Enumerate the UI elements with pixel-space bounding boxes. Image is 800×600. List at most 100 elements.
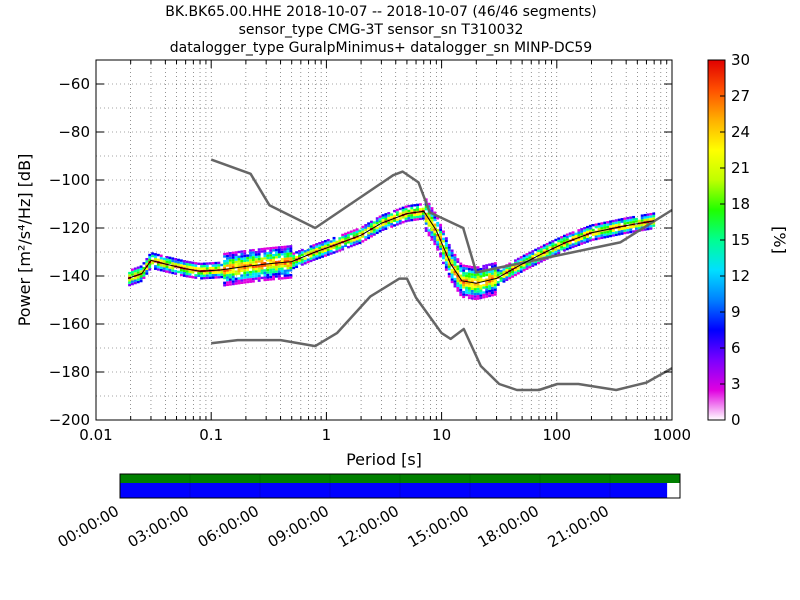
heat-cell [490,262,494,266]
heat-cell [346,245,350,249]
heat-cell [488,285,491,288]
heat-cell [257,250,261,254]
heat-cell [246,276,250,279]
heat-cell [467,270,471,273]
heat-cell [384,227,388,230]
heat-cell [295,251,299,254]
heat-cell [315,243,319,246]
heat-cell [436,221,440,225]
heat-cell [433,242,437,246]
heat-cell [231,266,235,269]
heat-cell [177,261,180,264]
heat-cell [280,250,284,254]
heat-cell [516,269,520,273]
heat-cell [280,253,284,256]
heat-cell [243,276,247,279]
heat-cell [609,232,612,235]
heat-cell [364,226,368,229]
heat-cell [251,258,255,261]
heat-cell [450,268,454,272]
heat-cell [588,227,592,230]
heat-cell [246,271,250,274]
heat-cell [522,266,526,269]
heat-cell [528,266,532,269]
heat-cell [272,246,275,250]
heat-cell [249,280,252,283]
heat-cell [632,225,635,228]
heat-cell [300,253,304,257]
heat-cell [479,267,483,271]
heat-cell [479,272,483,276]
heat-cell [208,271,212,275]
heat-cell [361,240,365,243]
heat-cell [194,262,198,265]
heat-cell [274,246,278,249]
heat-cell [551,249,555,253]
heat-cell [228,259,232,262]
heat-cell [226,281,229,284]
heat-cell [226,252,229,255]
heat-cell [130,282,134,286]
heat-cell [442,240,445,243]
heat-cell [378,220,382,223]
heat-cell [439,223,443,227]
heat-cell [341,236,345,239]
heat-cell [344,235,347,238]
heat-cell [640,214,644,217]
heat-cell [436,243,440,246]
heat-cell [332,239,336,242]
heat-cell [240,264,244,268]
heat-cell [231,251,235,255]
heat-cell [367,236,371,240]
heat-cell [165,270,169,273]
heat-cell [280,277,284,280]
heat-cell [626,231,630,234]
heat-cell [326,243,330,247]
heat-cell [260,271,264,275]
heat-cell [283,272,287,275]
heat-cell [591,224,595,227]
heat-cell [574,242,578,245]
heat-cell [439,242,443,246]
heat-cell [341,233,345,237]
heat-cell [634,225,638,228]
heat-cell [496,269,500,272]
heat-cell [623,231,627,235]
heat-cell [246,280,250,284]
heat-cell [286,271,290,275]
heat-cell [430,233,434,236]
heat-cell [228,271,232,274]
heat-cell [249,266,252,269]
heat-cell [465,291,468,294]
heat-cell [223,272,227,275]
heat-cell [200,272,203,275]
heat-cell [586,240,589,243]
heat-cell [459,262,463,265]
heat-cell [430,238,434,241]
heat-cell [202,262,206,265]
heat-cell [531,254,535,258]
heat-cell [430,221,434,224]
heat-cell [479,287,483,290]
heat-cell [473,297,477,301]
heat-cell [145,260,149,263]
heat-cell [456,277,460,280]
heat-cell [603,221,607,225]
heat-cell [154,255,157,258]
heat-cell [286,276,290,279]
heat-cell [508,272,512,275]
heat-cell [168,266,172,269]
heat-cell [588,229,592,233]
x-axis-label: Period [s] [346,450,422,469]
heat-cell [274,253,278,257]
heat-cell [586,225,589,229]
heat-cell [476,292,480,296]
heat-cell [591,233,595,237]
heat-cell [522,254,526,257]
heat-cell [254,267,258,271]
heat-cell [462,286,466,289]
heat-cell [442,254,445,257]
heat-cell [476,275,480,279]
heat-cell [266,271,270,274]
heat-cell [272,253,275,257]
